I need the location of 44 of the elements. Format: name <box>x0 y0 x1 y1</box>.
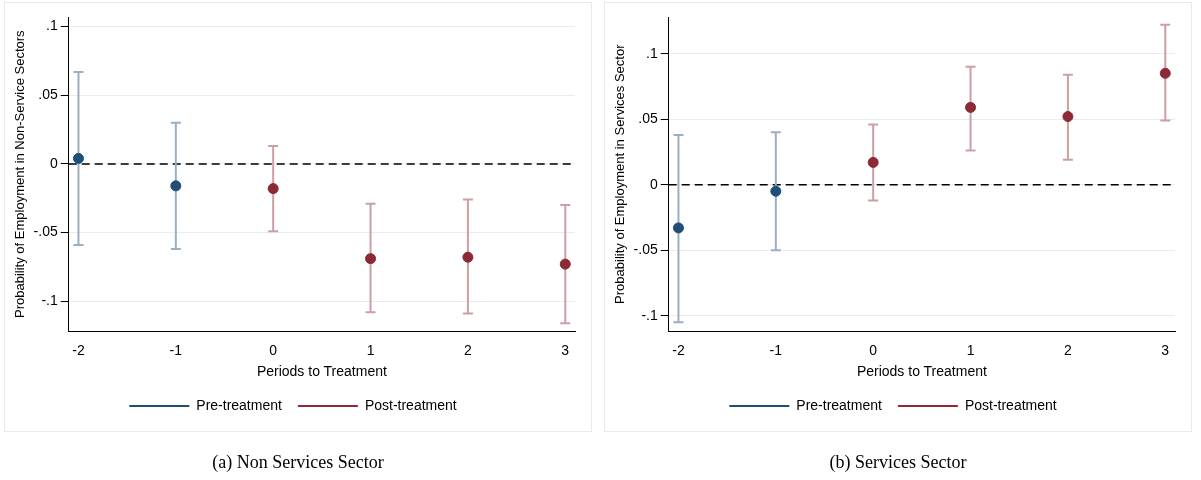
point <box>72 152 84 164</box>
text: (a) Non Services Sector <box>211 452 385 473</box>
x-tick-label: 2 <box>1064 341 1072 358</box>
y-tick-label: .1 <box>46 17 58 34</box>
y-tick-label: -.05 <box>33 223 58 240</box>
legend-label: Pre-treatment <box>196 396 282 413</box>
y-tick-label: .05 <box>38 86 58 103</box>
y-tick-label: 0 <box>49 154 58 171</box>
point <box>462 251 474 263</box>
legend-label: Post-treatment <box>364 396 457 413</box>
x-tick-label: 0 <box>269 341 278 358</box>
y-axis-title: Probability of Employment in Non-Service Sectors <box>12 29 28 318</box>
x-tick-label: -2 <box>672 341 685 358</box>
point <box>867 156 879 168</box>
y-tick-label: -.1 <box>41 292 58 309</box>
y-tick-label: .1 <box>646 44 658 61</box>
x-axis-title: Periods to Treatment <box>256 363 387 380</box>
x-tick-label: 3 <box>1161 341 1170 358</box>
y-tick-label: .05 <box>638 110 658 127</box>
x-tick-label: 1 <box>966 341 975 358</box>
point <box>1062 111 1074 123</box>
point <box>365 253 377 265</box>
point <box>672 222 684 234</box>
y-axis-title: Probability of Employment in Services Sector <box>612 43 628 304</box>
point <box>559 258 571 270</box>
x-tick-label: -1 <box>169 341 183 358</box>
y-tick-label: 0 <box>649 175 658 192</box>
y-tick-label: -.1 <box>641 306 658 323</box>
legend-label: Pre-treatment <box>796 396 882 413</box>
point <box>1159 67 1171 79</box>
x-tick-label: -2 <box>72 341 85 358</box>
point <box>965 101 977 113</box>
point <box>267 183 279 195</box>
y-tick-label: -.05 <box>633 241 658 258</box>
x-tick-label: 0 <box>869 341 878 358</box>
x-tick-label: 1 <box>366 341 375 358</box>
legend-label: Post-treatment <box>964 396 1057 413</box>
x-tick-label: 2 <box>464 341 472 358</box>
point <box>170 180 182 192</box>
point <box>770 185 782 197</box>
text: (b) Services Sector <box>828 452 968 473</box>
x-tick-label: -1 <box>769 341 783 358</box>
x-axis-title: Periods to Treatment <box>856 363 987 380</box>
x-tick-label: 3 <box>561 341 570 358</box>
